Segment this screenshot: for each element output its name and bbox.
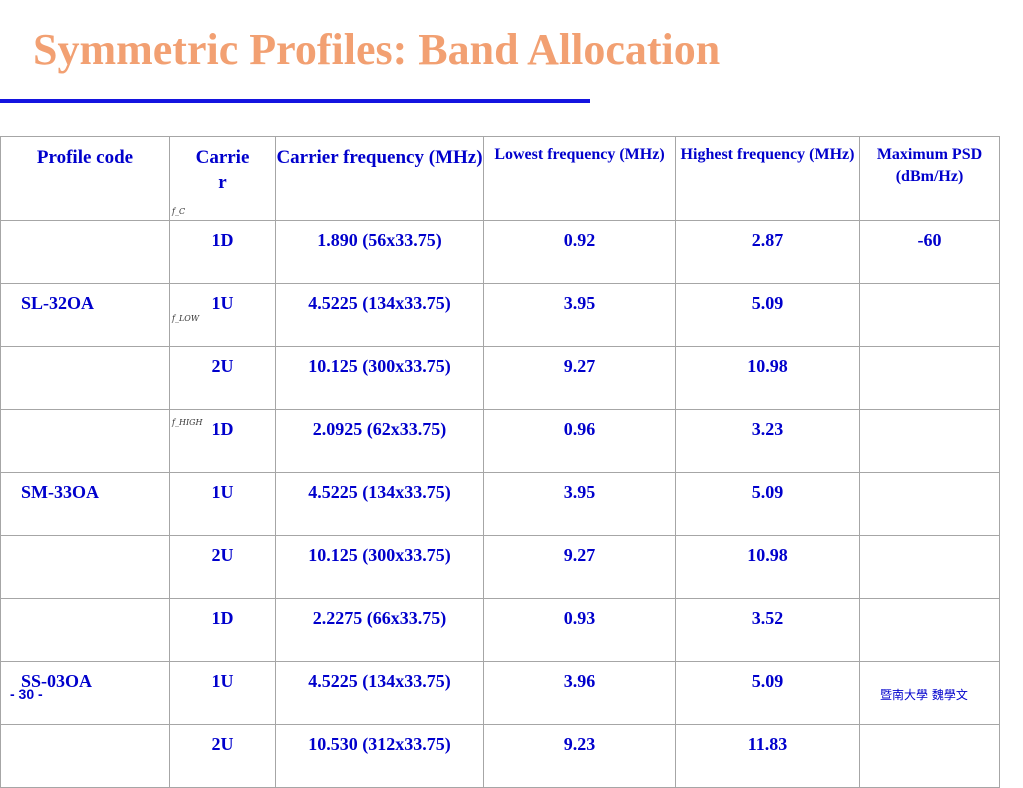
slide-title: Symmetric Profiles: Band Allocation <box>33 25 721 74</box>
profile-code-cell <box>0 409 170 473</box>
footer-author: 暨南大學 魏學文 <box>880 688 968 702</box>
carrier-cell: 1U <box>169 472 276 536</box>
max-psd-cell <box>859 346 1000 410</box>
lowest-frequency-cell: 3.95 <box>483 283 676 347</box>
profile-code-cell <box>0 535 170 599</box>
highest-frequency-cell: 3.52 <box>675 598 860 662</box>
table-row: 2U 10.125 (300x33.75) 9.27 10.98 <box>0 346 1000 410</box>
carrier-cell: 2U <box>169 724 276 788</box>
carrier-frequency-cell: 10.530 (312x33.75) <box>275 724 484 788</box>
header-lowest-frequency: Lowest frequency (MHz) <box>483 136 676 221</box>
table-row: 2U 10.530 (312x33.75) 9.23 11.83 <box>0 724 1000 788</box>
highest-frequency-cell: 10.98 <box>675 346 860 410</box>
carrier-frequency-cell: 4.5225 (134x33.75) <box>275 283 484 347</box>
carrier-frequency-cell: 4.5225 (134x33.75) <box>275 661 484 725</box>
max-psd-cell <box>859 598 1000 662</box>
profile-code-cell: SL-32OA <box>0 283 170 347</box>
table-body: 1D 1.890 (56x33.75) 0.92 2.87 -60 SL-32OA 1U f_… <box>0 220 1000 788</box>
lowest-frequency-cell: 3.96 <box>483 661 676 725</box>
max-psd-cell <box>859 535 1000 599</box>
profile-code-cell <box>0 724 170 788</box>
carrier-cell: 2U <box>169 346 276 410</box>
table-row: 1D f_HIGH 2.0925 (62x33.75) 0.96 3.23 <box>0 409 1000 473</box>
header-max-psd: Maximum PSD (dBm/Hz) <box>859 136 1000 221</box>
table-row: 1D 1.890 (56x33.75) 0.92 2.87 -60 <box>0 220 1000 284</box>
lowest-frequency-cell: 9.23 <box>483 724 676 788</box>
max-psd-cell <box>859 724 1000 788</box>
carrier-frequency-cell: 2.2275 (66x33.75) <box>275 598 484 662</box>
carrier-cell: 2U <box>169 535 276 599</box>
profile-code-cell <box>0 346 170 410</box>
lowest-frequency-cell: 9.27 <box>483 346 676 410</box>
table-row: 1D 2.2275 (66x33.75) 0.93 3.52 <box>0 598 1000 662</box>
highest-frequency-cell: 2.87 <box>675 220 860 284</box>
carrier-cell: 1D <box>169 220 276 284</box>
carrier-frequency-cell: 10.125 (300x33.75) <box>275 346 484 410</box>
lowest-frequency-cell: 9.27 <box>483 535 676 599</box>
max-psd-cell <box>859 409 1000 473</box>
carrier-frequency-cell: 4.5225 (134x33.75) <box>275 472 484 536</box>
table-row: SM-33OA 1U 4.5225 (134x33.75) 3.95 5.09 <box>0 472 1000 536</box>
max-psd-cell <box>859 283 1000 347</box>
fhigh-symbol: f_HIGH <box>172 418 203 427</box>
header-carrier-label: Carrie r <box>195 147 250 193</box>
table-row: SL-32OA 1U f_LOW 4.5225 (134x33.75) 3.95 5.09 <box>0 283 1000 347</box>
max-psd-cell <box>859 472 1000 536</box>
carrier-frequency-cell: 1.890 (56x33.75) <box>275 220 484 284</box>
header-carrier: Carrie r f_C <box>169 136 276 221</box>
highest-frequency-cell: 10.98 <box>675 535 860 599</box>
carrier-cell: 1U <box>169 661 276 725</box>
slide-number: - 30 - <box>10 686 43 702</box>
carrier-frequency-cell: 10.125 (300x33.75) <box>275 535 484 599</box>
table-header-row: Profile code Carrie r f_C Carrier freque… <box>0 136 1000 221</box>
title-underline <box>0 99 590 103</box>
profile-code-cell: SM-33OA <box>0 472 170 536</box>
header-highest-frequency: Highest frequency (MHz) <box>675 136 860 221</box>
carrier-cell: 1D <box>169 598 276 662</box>
highest-frequency-cell: 5.09 <box>675 661 860 725</box>
lowest-frequency-cell: 0.92 <box>483 220 676 284</box>
carrier-cell: 1U f_LOW <box>169 283 276 347</box>
profile-code-cell <box>0 598 170 662</box>
max-psd-cell: -60 <box>859 220 1000 284</box>
highest-frequency-cell: 3.23 <box>675 409 860 473</box>
carrier-frequency-cell: 2.0925 (62x33.75) <box>275 409 484 473</box>
profile-code-cell <box>0 220 170 284</box>
lowest-frequency-cell: 3.95 <box>483 472 676 536</box>
band-allocation-table: Profile code Carrie r f_C Carrier freque… <box>0 136 1000 788</box>
table-row: SS-03OA 1U 4.5225 (134x33.75) 3.96 5.09 <box>0 661 1000 725</box>
highest-frequency-cell: 11.83 <box>675 724 860 788</box>
lowest-frequency-cell: 0.93 <box>483 598 676 662</box>
carrier-cell: 1D f_HIGH <box>169 409 276 473</box>
header-carrier-frequency: Carrier frequency (MHz) <box>275 136 484 221</box>
highest-frequency-cell: 5.09 <box>675 283 860 347</box>
fc-symbol: f_C <box>172 207 186 216</box>
table-row: 2U 10.125 (300x33.75) 9.27 10.98 <box>0 535 1000 599</box>
flow-symbol: f_LOW <box>172 314 200 323</box>
header-profile-code: Profile code <box>0 136 170 221</box>
highest-frequency-cell: 5.09 <box>675 472 860 536</box>
lowest-frequency-cell: 0.96 <box>483 409 676 473</box>
